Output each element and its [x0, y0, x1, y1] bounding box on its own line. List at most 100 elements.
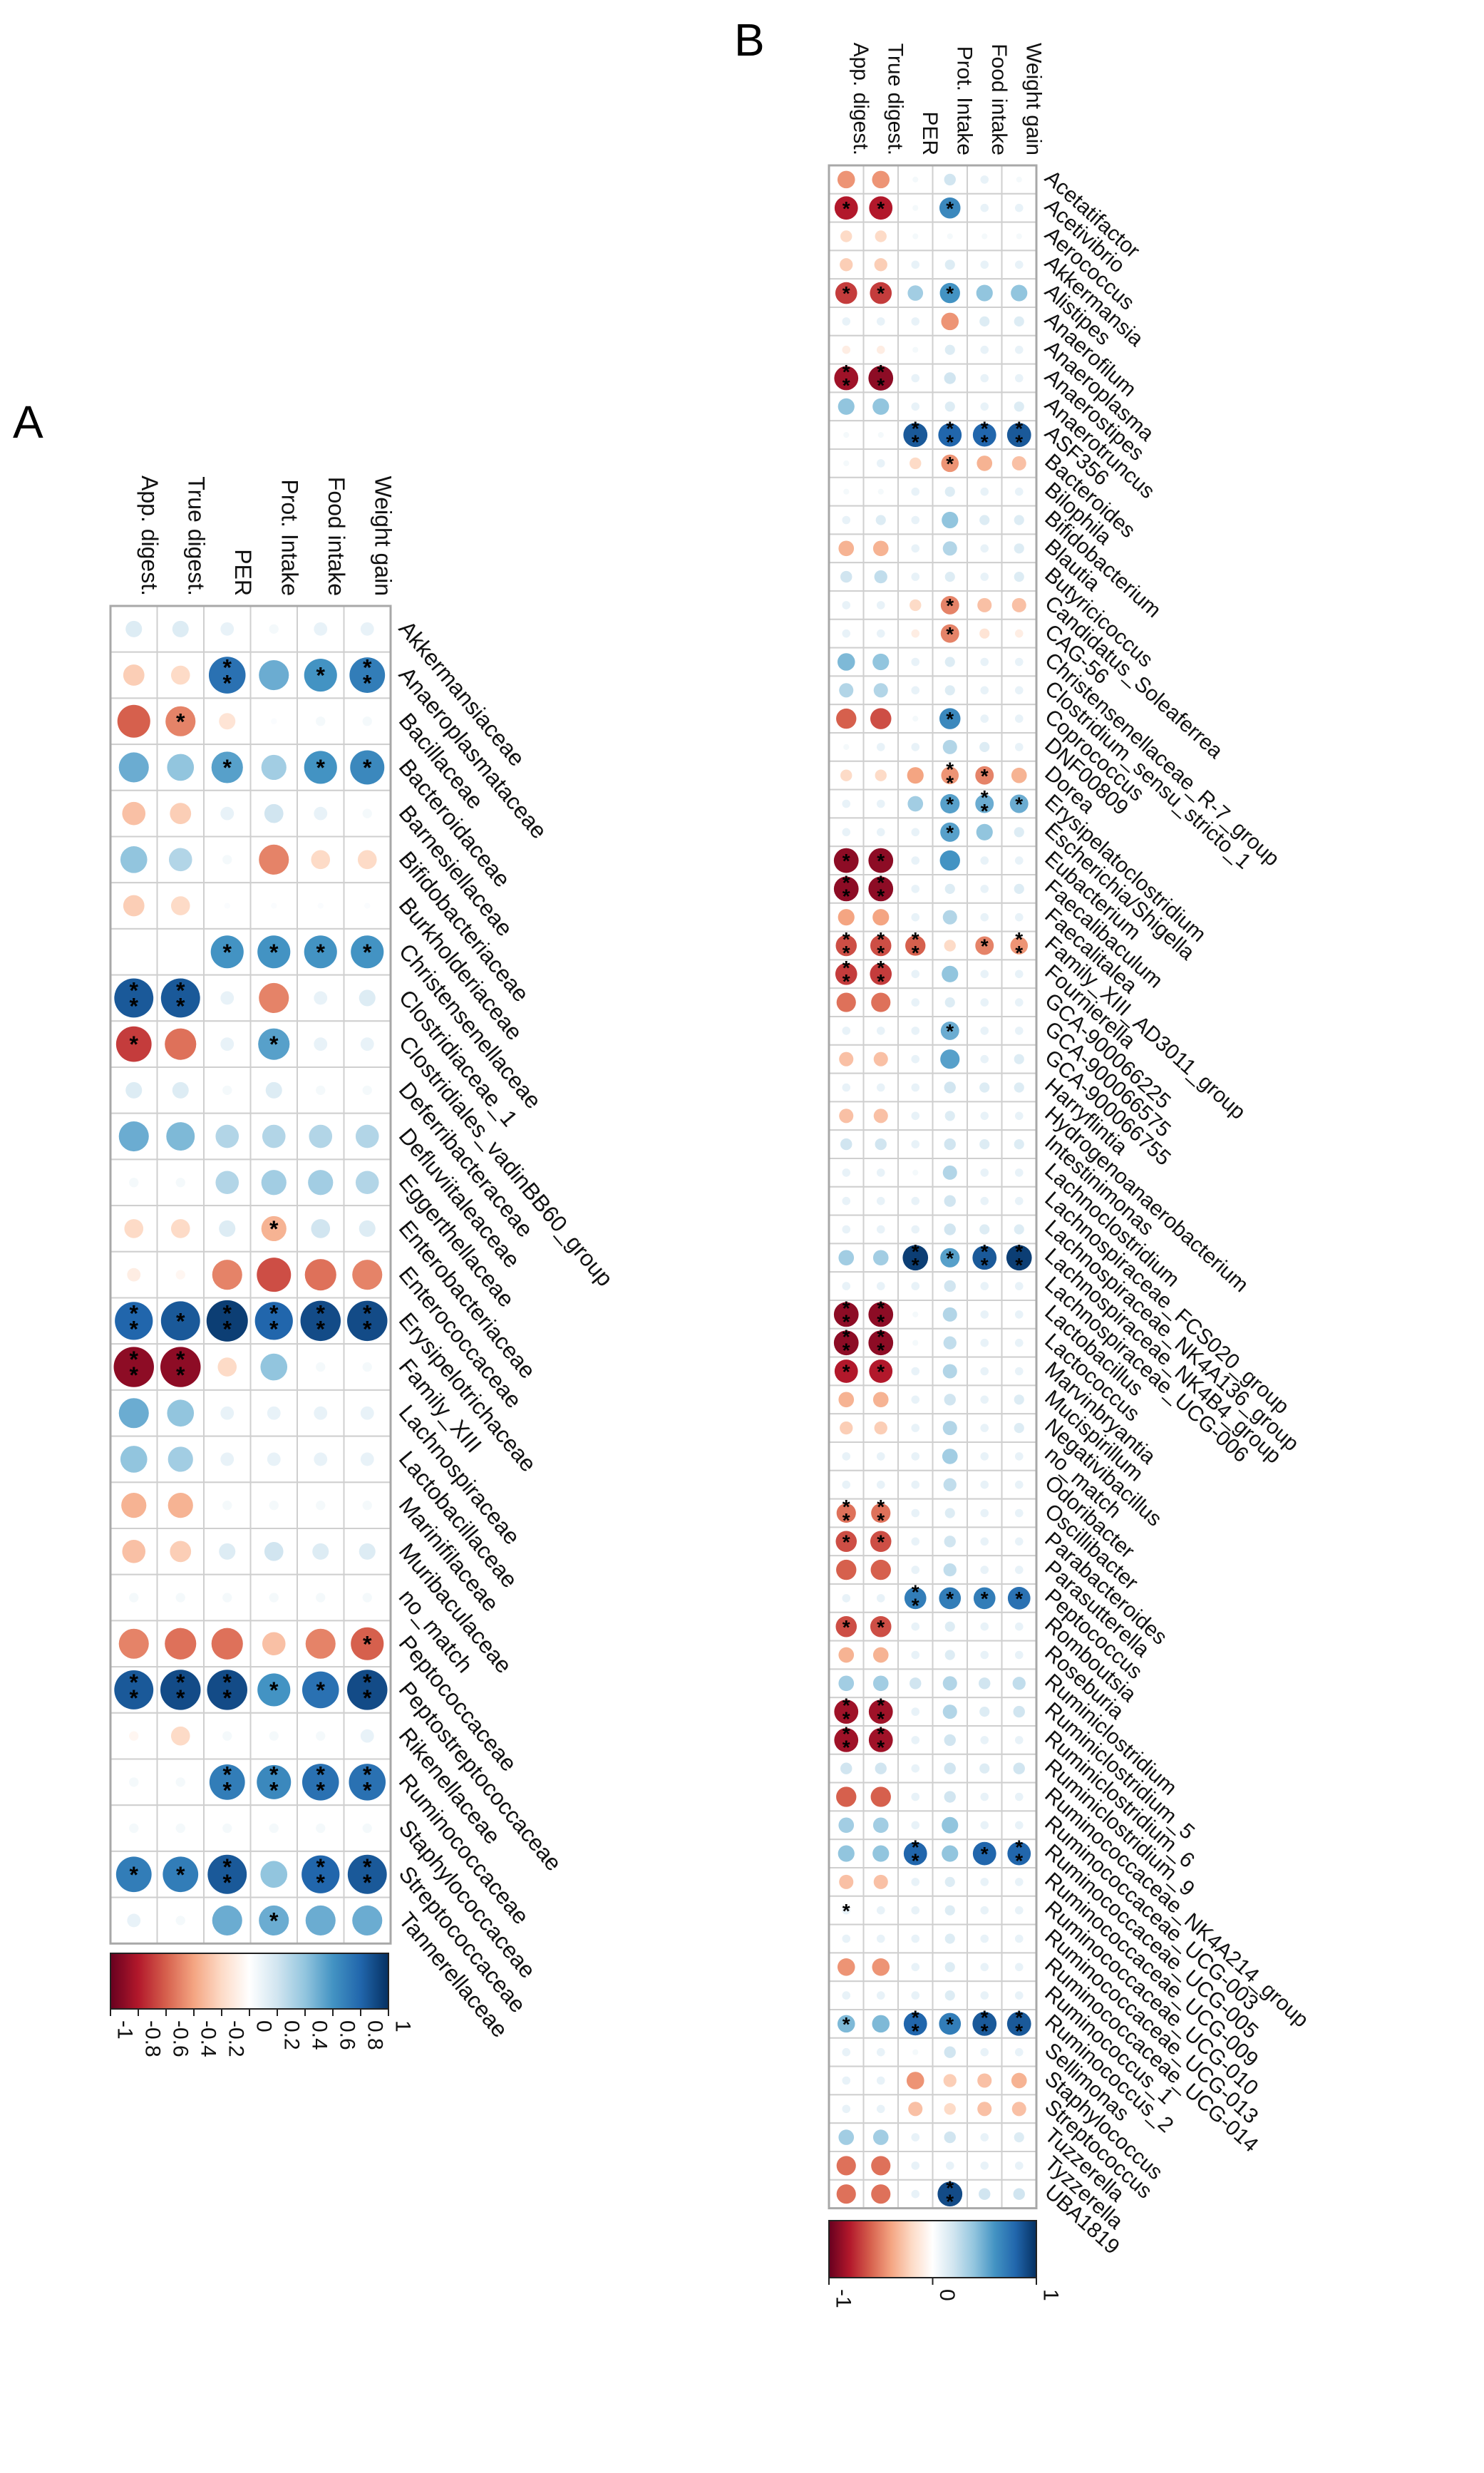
correlation-circle [168, 1446, 193, 1472]
correlation-circle [1014, 1027, 1024, 1035]
correlation-circle [842, 799, 851, 808]
correlation-circle [838, 1845, 855, 1862]
grid-cell [967, 647, 1003, 677]
correlation-circle [842, 629, 851, 638]
colorbar-tick-label: 0.8 [364, 2020, 387, 2050]
correlation-circle [833, 1302, 859, 1327]
correlation-circle [911, 1508, 920, 1518]
correlation-circle [1011, 2102, 1026, 2117]
variable-label: Prot. Intake [277, 479, 302, 596]
significance-star: * [223, 1670, 232, 1695]
correlation-circle [876, 2104, 885, 2114]
correlation-circle [302, 1855, 340, 1893]
correlation-circle [118, 1398, 149, 1429]
colorbar-tick-label: 1 [1039, 2289, 1063, 2301]
variable-label: Food intake [324, 477, 349, 596]
correlation-circle [1014, 1168, 1024, 1177]
correlation-circle [943, 1563, 957, 1577]
correlation-circle [944, 344, 955, 355]
significance-star: * [223, 1685, 232, 1711]
significance-star: * [981, 418, 989, 440]
significance-star: * [981, 1240, 989, 1263]
correlation-circle [840, 1421, 853, 1435]
correlation-circle [870, 1786, 891, 1807]
correlation-circle [911, 1140, 920, 1148]
significance-star: * [130, 993, 139, 1019]
significance-star: * [223, 755, 232, 781]
correlation-circle [912, 346, 919, 353]
correlation-circle [972, 423, 996, 447]
significance-star: * [877, 1496, 885, 1518]
correlation-circle [257, 1764, 292, 1799]
correlation-circle [842, 1225, 851, 1234]
significance-star: * [363, 1316, 372, 1342]
correlation-circle [911, 629, 920, 638]
correlation-circle [911, 998, 920, 1007]
heatmap-frame [109, 605, 392, 1945]
correlation-circle [872, 1817, 889, 1834]
correlation-circle [1014, 883, 1024, 894]
correlation-circle [875, 769, 887, 781]
correlation-circle [1009, 794, 1029, 813]
significance-star: * [316, 1316, 326, 1342]
correlation-circle [115, 1026, 152, 1062]
significance-star: * [946, 708, 954, 730]
correlation-circle [876, 345, 885, 354]
correlation-circle [937, 2181, 963, 2207]
significance-star: * [316, 663, 326, 689]
correlation-circle [979, 2188, 991, 2200]
grid-cell [110, 1758, 158, 1806]
significance-star: * [946, 418, 954, 440]
correlation-circle [839, 1052, 854, 1066]
correlation-circle [980, 1480, 989, 1489]
correlation-circle [911, 374, 920, 383]
correlation-circle [874, 1421, 887, 1435]
correlation-circle [838, 1392, 855, 1408]
correlation-circle [259, 1905, 289, 1935]
correlation-circle [911, 487, 920, 496]
correlation-circle [220, 991, 235, 1005]
correlation-circle [980, 657, 989, 667]
correlation-circle [314, 622, 328, 636]
correlation-circle [165, 706, 196, 736]
correlation-circle [870, 935, 892, 957]
correlation-circle [117, 704, 150, 738]
correlation-circle [911, 1083, 920, 1092]
significance-star: * [981, 786, 989, 808]
correlation-circle [835, 962, 857, 985]
significance-star: * [981, 431, 989, 453]
correlation-circle [940, 1021, 959, 1040]
correlation-circle [837, 653, 855, 671]
correlation-circle [267, 1452, 281, 1466]
correlation-circle [170, 1541, 192, 1563]
significance-star: * [130, 1032, 139, 1057]
correlation-circle [838, 1647, 855, 1663]
correlation-circle [1014, 657, 1024, 667]
correlation-circle [351, 1627, 384, 1660]
correlation-circle [944, 1394, 956, 1406]
colorbar-tick-label: 0.6 [336, 2020, 359, 2050]
correlation-circle [907, 767, 924, 784]
correlation-circle [980, 1565, 989, 1574]
correlation-circle [944, 1536, 956, 1548]
correlation-circle [1014, 515, 1024, 525]
grid-cell [1001, 647, 1037, 677]
correlation-circle [980, 2047, 989, 2057]
correlation-circle [912, 176, 919, 182]
correlation-circle [839, 1874, 854, 1889]
significance-star: * [946, 595, 954, 617]
correlation-circle [305, 1905, 336, 1935]
grid-cell [932, 732, 968, 762]
correlation-circle [259, 982, 289, 1013]
correlation-circle [942, 1816, 959, 1834]
significance-star: * [946, 2190, 954, 2212]
significance-star: * [1015, 1240, 1023, 1263]
significance-star: * [877, 374, 885, 396]
correlation-circle [907, 285, 924, 301]
correlation-circle [947, 233, 953, 240]
correlation-circle [219, 713, 236, 730]
correlation-circle [940, 822, 960, 842]
significance-star: * [269, 1032, 279, 1057]
correlation-circle [906, 2072, 924, 2089]
grid-cell [862, 1923, 899, 1954]
